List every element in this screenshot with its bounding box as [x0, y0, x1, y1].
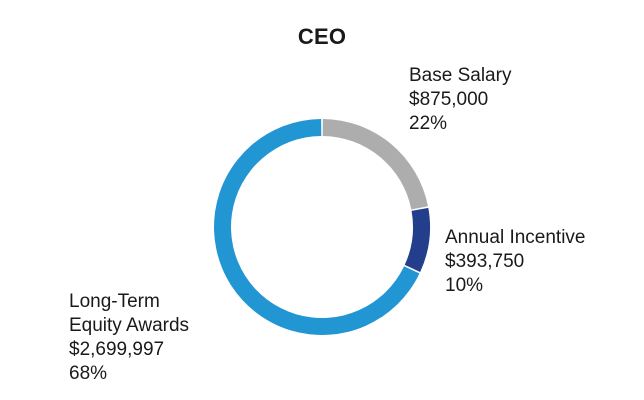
- slice-label-ltea-percent: 68%: [69, 363, 108, 384]
- slice-label-ltea-amount: $2,699,997: [69, 339, 165, 360]
- slice-label-annual-incentive-amount: $393,750: [445, 251, 525, 272]
- slice-annual-incentive: [404, 207, 430, 273]
- slice-label-annual-incentive-name: Annual Incentive: [445, 227, 586, 248]
- slice-label-ltea-name-line2: Equity Awards: [69, 315, 190, 336]
- slice-label-long-term-equity-awards: Long-Term Equity Awards $2,699,997 68%: [69, 290, 189, 386]
- slice-base-salary: [322, 119, 428, 210]
- slice-label-ltea-name-line1: Long-Term: [69, 291, 160, 312]
- chart-title: CEO: [297, 24, 347, 49]
- slice-label-base-salary: Base Salary $875,000 22%: [409, 64, 511, 136]
- donut-slices: [213, 119, 430, 336]
- slice-label-annual-incentive: Annual Incentive $393,750 10%: [445, 226, 586, 298]
- slice-label-base-salary-amount: $875,000: [409, 89, 489, 110]
- slice-label-base-salary-percent: 22%: [409, 113, 448, 134]
- slice-label-annual-incentive-percent: 10%: [445, 275, 484, 296]
- slice-label-base-salary-name: Base Salary: [409, 65, 512, 86]
